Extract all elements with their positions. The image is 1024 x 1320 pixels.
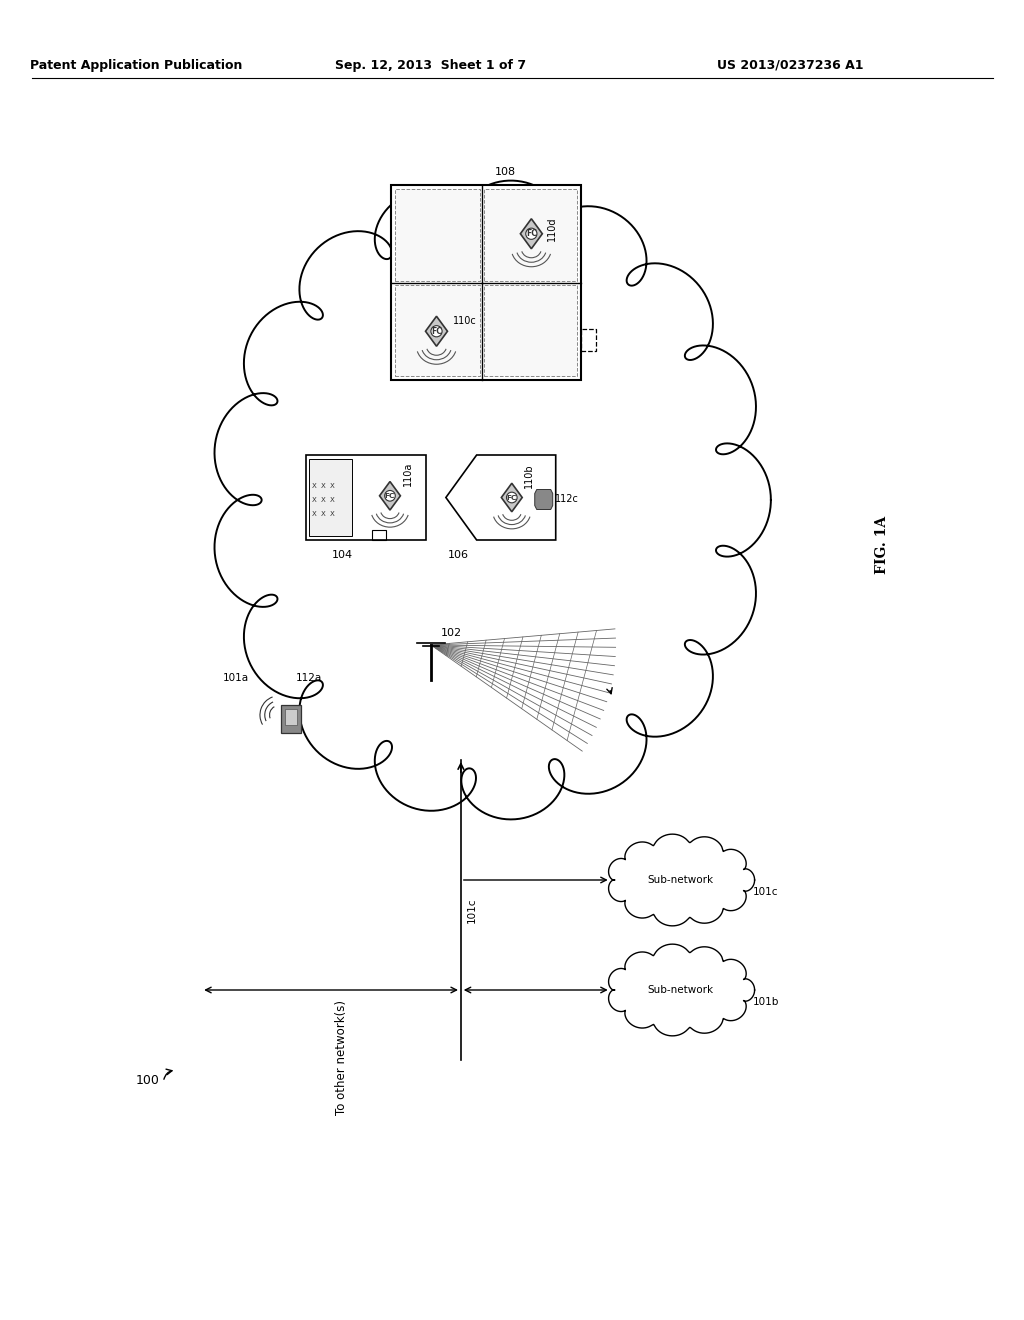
Text: FC: FC [431, 327, 442, 335]
Text: 108: 108 [496, 168, 516, 177]
Text: 101a: 101a [223, 673, 249, 682]
Bar [309, 459, 351, 536]
Polygon shape [380, 482, 400, 510]
Text: Sub-network: Sub-network [647, 875, 714, 884]
Text: FC: FC [385, 492, 395, 499]
Bar [484, 189, 577, 281]
Bar [282, 705, 301, 733]
Text: To other network(s): To other network(s) [335, 1001, 347, 1115]
Text: 110b: 110b [523, 463, 534, 487]
Circle shape [525, 228, 537, 239]
Text: 100: 100 [135, 1073, 160, 1086]
Text: 101b: 101b [753, 997, 779, 1007]
Text: 104: 104 [332, 550, 352, 560]
Text: 110c: 110c [453, 317, 476, 326]
Bar [395, 189, 480, 281]
Polygon shape [426, 317, 447, 346]
Polygon shape [608, 834, 755, 925]
Text: Patent Application Publication: Patent Application Publication [30, 58, 243, 71]
Bar [372, 531, 386, 540]
Bar [581, 329, 596, 351]
Text: Sub-network: Sub-network [647, 985, 714, 995]
Bar [285, 709, 297, 725]
Text: 106: 106 [447, 550, 469, 560]
Text: 102: 102 [441, 628, 462, 638]
Text: X: X [330, 498, 335, 503]
Polygon shape [445, 455, 556, 540]
Text: X: X [321, 511, 326, 517]
Text: X: X [330, 511, 335, 517]
Text: X: X [321, 483, 326, 490]
Bar [391, 185, 581, 380]
Polygon shape [608, 944, 755, 1036]
Text: 110d: 110d [548, 216, 557, 242]
Text: X: X [311, 498, 316, 503]
Text: 110a: 110a [403, 462, 413, 486]
Bar [484, 285, 577, 376]
Circle shape [385, 491, 395, 502]
Text: US 2013/0237236 A1: US 2013/0237236 A1 [717, 58, 863, 71]
Text: Sep. 12, 2013  Sheet 1 of 7: Sep. 12, 2013 Sheet 1 of 7 [335, 58, 526, 71]
Text: X: X [330, 483, 335, 490]
Text: X: X [321, 498, 326, 503]
Text: X: X [311, 483, 316, 490]
Bar [395, 285, 480, 376]
Text: X: X [311, 511, 316, 517]
Text: 112a: 112a [296, 673, 323, 682]
Bar [306, 455, 426, 540]
Text: FIG. 1A: FIG. 1A [876, 516, 889, 574]
Circle shape [507, 492, 517, 503]
Polygon shape [502, 483, 522, 512]
Polygon shape [214, 181, 771, 820]
Text: FC: FC [507, 495, 517, 500]
Text: 101c: 101c [753, 887, 778, 898]
Circle shape [431, 326, 442, 337]
Text: 101c: 101c [467, 898, 477, 923]
Polygon shape [520, 219, 543, 248]
Text: 112c: 112c [555, 495, 579, 504]
Text: FC: FC [526, 230, 537, 238]
Polygon shape [535, 490, 553, 510]
